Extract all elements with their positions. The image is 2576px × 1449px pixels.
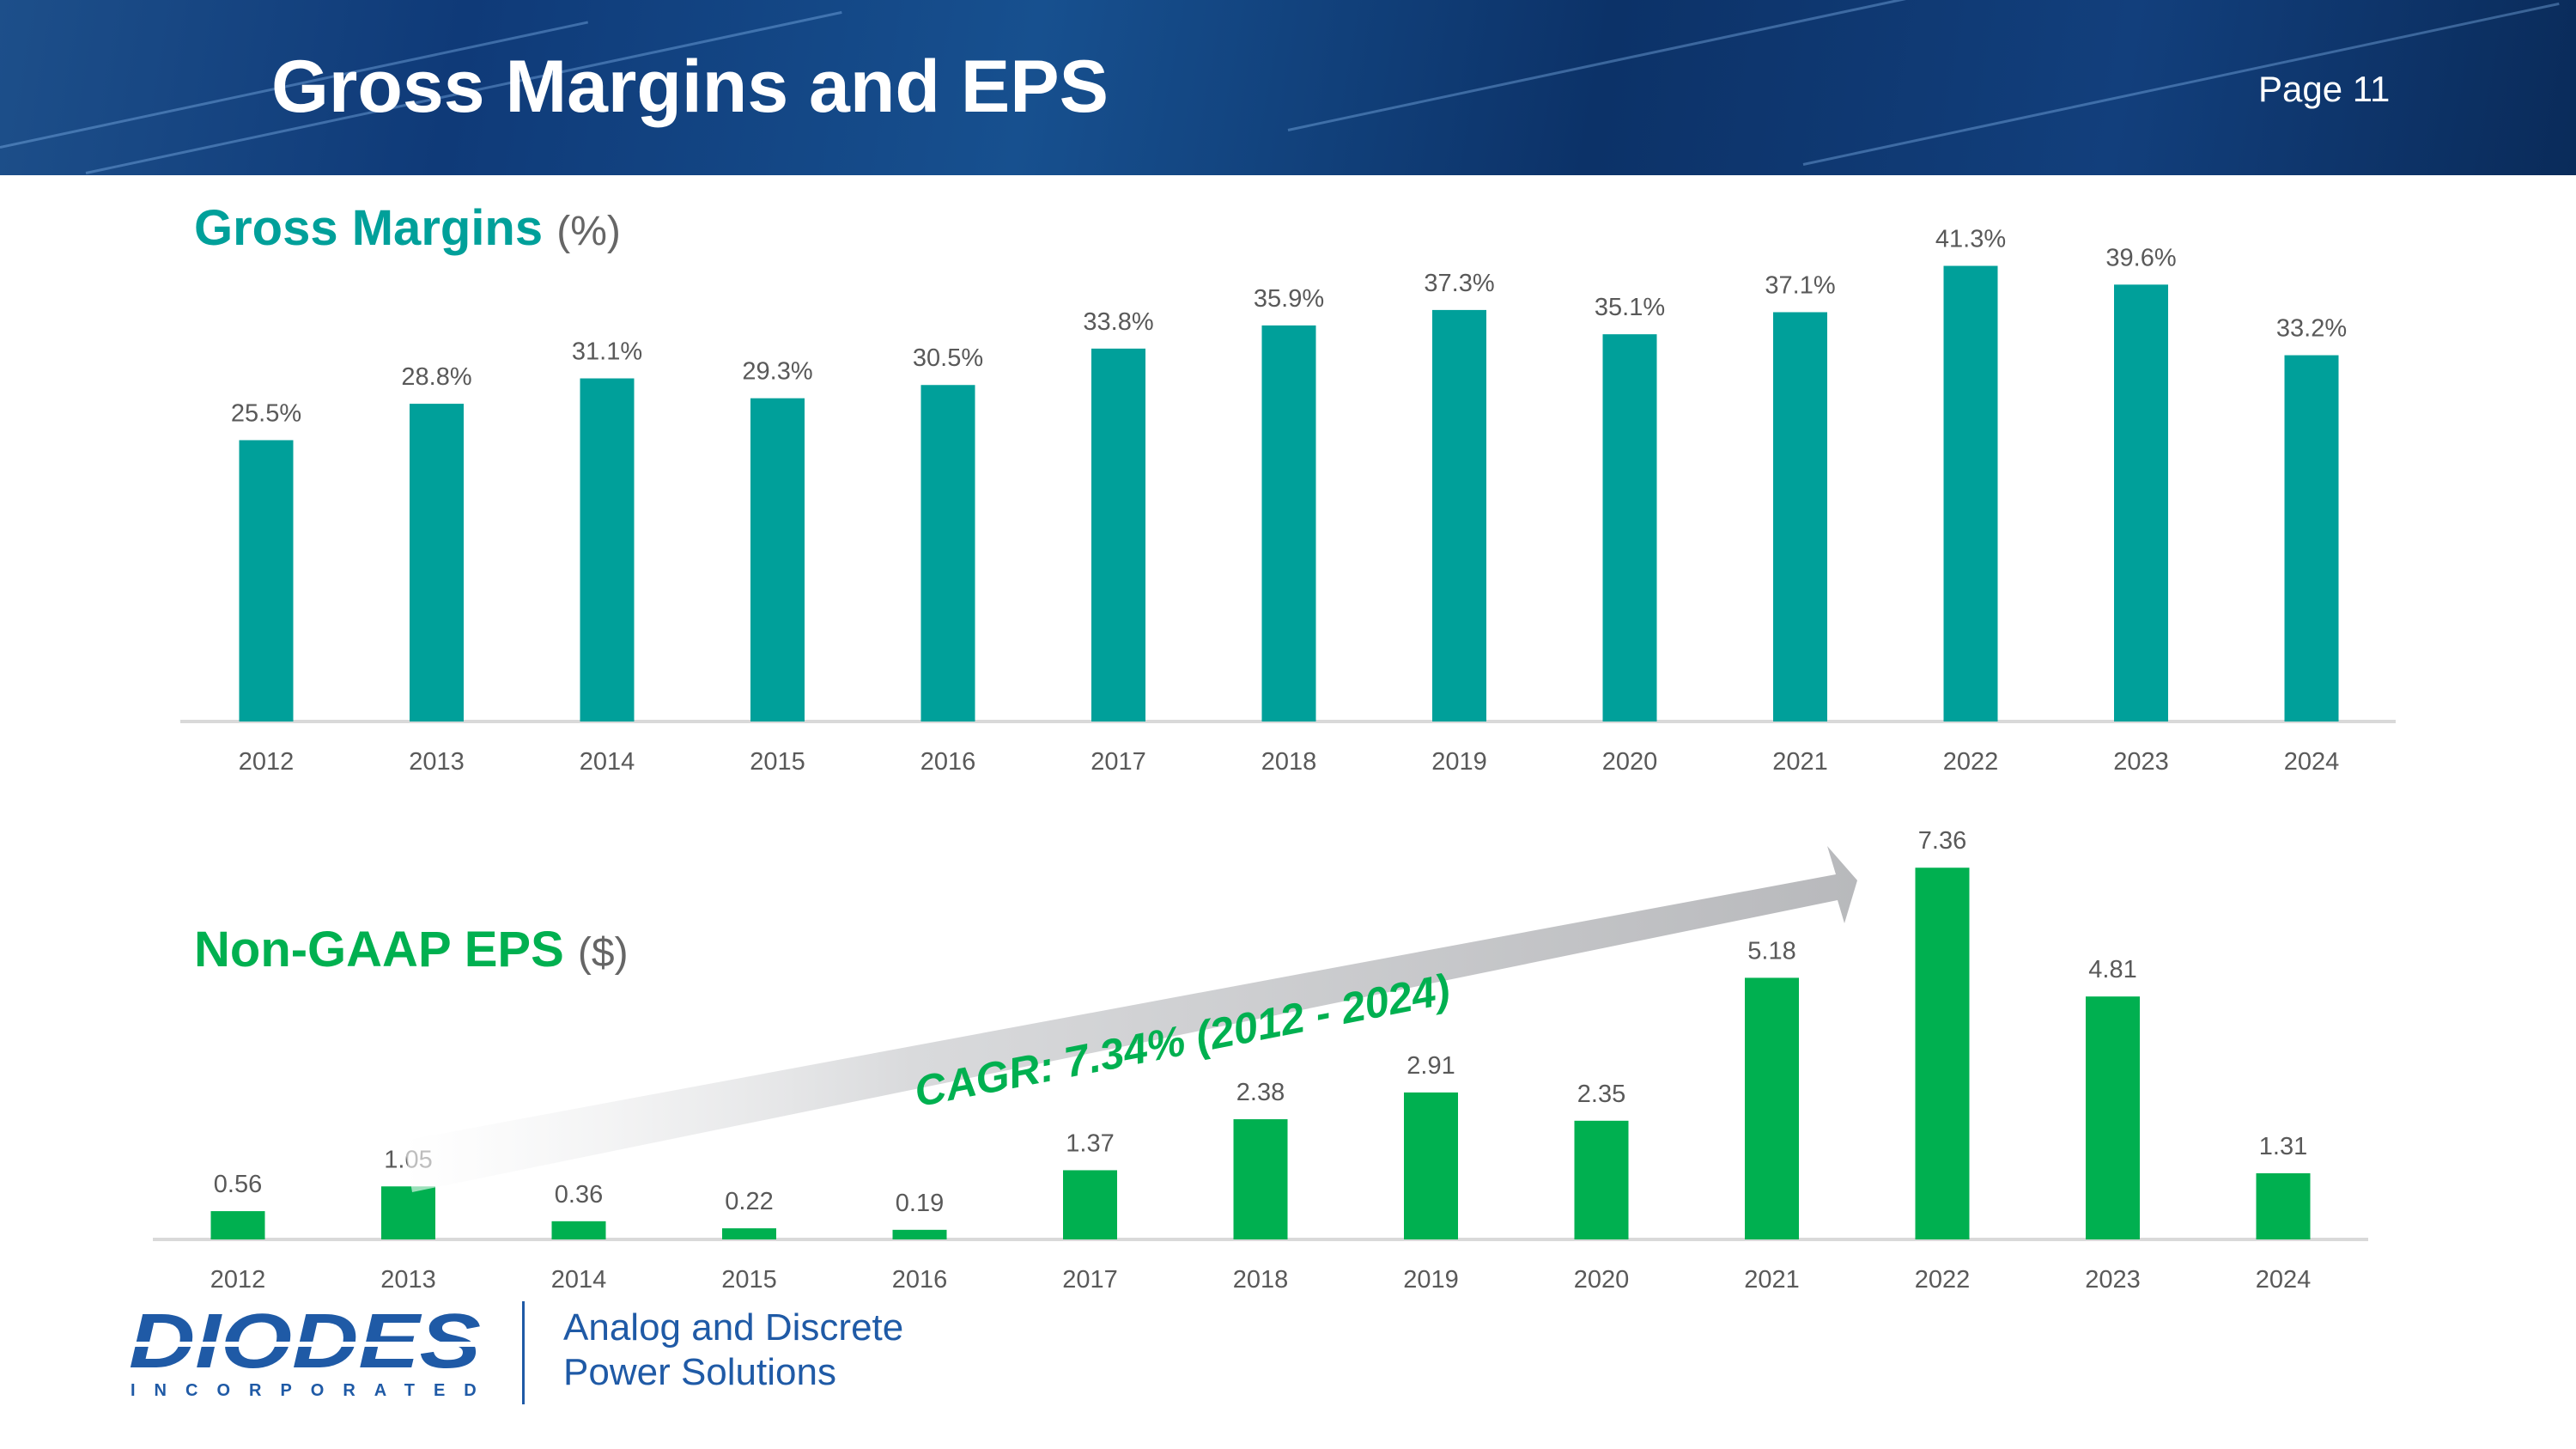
x-tick-label-2024: 2024	[2256, 1266, 2312, 1294]
bar-2016	[920, 385, 975, 721]
x-tick-label-2016: 2016	[892, 1266, 948, 1294]
page-title: Gross Margins and EPS	[271, 46, 1109, 128]
bar-2014	[551, 1221, 606, 1239]
x-tick-label-2019: 2019	[1431, 748, 1487, 776]
page-number: Page 11	[2258, 69, 2391, 109]
bar-2024	[2284, 355, 2339, 721]
bar-2023	[2086, 996, 2140, 1239]
data-label-2019: 37.3%	[1424, 270, 1494, 297]
data-label-2014: 0.36	[555, 1181, 603, 1209]
bar-2014	[580, 378, 635, 721]
x-tick-label-2021: 2021	[1772, 748, 1828, 776]
bar-2019	[1404, 1092, 1458, 1239]
logo-stripe	[129, 1342, 481, 1347]
x-tick-label-2017: 2017	[1062, 1266, 1118, 1294]
data-label-2020: 2.35	[1577, 1081, 1625, 1108]
x-tick-label-2020: 2020	[1574, 1266, 1630, 1294]
data-label-2023: 39.6%	[2105, 244, 2176, 271]
cagr-arrow-shape	[404, 846, 1857, 1192]
bar-2017	[1063, 1170, 1117, 1239]
x-tick-label-2012: 2012	[210, 1266, 266, 1294]
data-label-2017: 33.8%	[1083, 308, 1153, 336]
eps-heading-unit: ($)	[577, 930, 629, 976]
gross-margins-heading-label: Gross Margins	[194, 200, 544, 256]
data-label-2016: 30.5%	[913, 344, 983, 372]
header-banner: Gross Margins and EPS Page 11	[0, 0, 2576, 175]
data-label-2020: 35.1%	[1595, 294, 1665, 321]
data-label-2015: 29.3%	[742, 358, 812, 386]
bar-2018	[1261, 325, 1316, 721]
tagline-line-2: Power Solutions	[563, 1351, 836, 1393]
x-tick-label-2024: 2024	[2284, 748, 2340, 776]
logo-subtext: INCORPORATED	[131, 1381, 489, 1400]
gross-margins-heading: Gross Margins (%)	[194, 199, 621, 257]
x-tick-label-2013: 2013	[409, 748, 465, 776]
data-label-2013: 28.8%	[401, 363, 471, 391]
x-tick-label-2018: 2018	[1233, 1266, 1289, 1294]
bar-2013	[410, 404, 464, 721]
gross-margins-chart: 25.5% 2012 28.8% 2013 31.1% 2014 29.3% 2015 30.5…	[180, 226, 2396, 776]
data-label-2024: 33.2%	[2276, 315, 2347, 343]
data-label-2022: 7.36	[1918, 827, 1966, 855]
bar-2023	[2114, 284, 2168, 721]
bar-2017	[1091, 348, 1145, 721]
bar-2012	[239, 440, 294, 721]
tagline-line-1: Analog and Discrete	[563, 1306, 904, 1349]
data-label-2021: 5.18	[1747, 937, 1795, 965]
data-label-2015: 0.22	[725, 1188, 773, 1215]
eps-chart: 0.5620121.0520130.3620140.2220150.192016…	[153, 827, 2368, 1294]
data-label-2018: 35.9%	[1254, 285, 1324, 313]
data-label-2021: 37.1%	[1765, 271, 1835, 299]
x-tick-label-2021: 2021	[1744, 1266, 1800, 1294]
tagline: Analog and Discrete Power Solutions	[563, 1306, 903, 1395]
bar-2013	[381, 1186, 435, 1239]
cagr-annotation: CAGR: 7.34% (2012 - 2024)	[404, 846, 1857, 1192]
x-tick-label-2013: 2013	[380, 1266, 436, 1294]
bar-2021	[1773, 312, 1827, 721]
eps-heading-label: Non-GAAP EPS	[194, 922, 564, 977]
bar-2012	[210, 1211, 265, 1239]
x-tick-label-2014: 2014	[580, 748, 635, 776]
data-label-2012: 25.5%	[231, 399, 301, 427]
x-tick-label-2012: 2012	[239, 748, 295, 776]
bar-2018	[1233, 1119, 1288, 1239]
bar-2019	[1432, 309, 1486, 721]
diodes-logo-mark: DIODES INCORPORATED	[129, 1299, 489, 1400]
eps-heading: Non-GAAP EPS ($)	[194, 921, 629, 978]
x-tick-label-2019: 2019	[1403, 1266, 1459, 1294]
data-label-2018: 2.38	[1236, 1079, 1285, 1106]
bar-2020	[1602, 334, 1657, 721]
bar-2016	[892, 1229, 947, 1239]
data-label-2019: 2.91	[1406, 1052, 1455, 1080]
x-tick-label-2020: 2020	[1602, 748, 1658, 776]
x-tick-label-2023: 2023	[2113, 748, 2169, 776]
bar-2015	[750, 398, 805, 721]
x-tick-label-2014: 2014	[551, 1266, 607, 1294]
x-tick-label-2015: 2015	[750, 748, 805, 776]
x-tick-label-2022: 2022	[1915, 1266, 1971, 1294]
bar-2022	[1915, 868, 1970, 1239]
data-label-2022: 41.3%	[1935, 226, 2006, 253]
bar-2015	[722, 1228, 776, 1239]
data-label-2014: 31.1%	[572, 338, 642, 366]
bar-2024	[2256, 1172, 2311, 1239]
data-label-2016: 0.19	[896, 1190, 944, 1217]
logo-divider	[522, 1301, 525, 1404]
x-tick-label-2022: 2022	[1943, 748, 1999, 776]
diodes-logo: DIODES INCORPORATED	[129, 1299, 489, 1404]
data-label-2023: 4.81	[2088, 956, 2136, 983]
bar-2020	[1574, 1120, 1629, 1239]
data-label-2012: 0.56	[214, 1171, 262, 1198]
data-label-2024: 1.31	[2259, 1133, 2307, 1160]
bar-2021	[1745, 977, 1799, 1239]
x-tick-label-2016: 2016	[920, 748, 976, 776]
x-tick-label-2017: 2017	[1091, 748, 1146, 776]
x-tick-label-2018: 2018	[1261, 748, 1317, 776]
gross-margins-heading-unit: (%)	[556, 209, 621, 254]
x-tick-label-2015: 2015	[721, 1266, 777, 1294]
bar-2022	[1943, 265, 1998, 722]
x-tick-label-2023: 2023	[2085, 1266, 2141, 1294]
data-label-2017: 1.37	[1066, 1129, 1114, 1157]
